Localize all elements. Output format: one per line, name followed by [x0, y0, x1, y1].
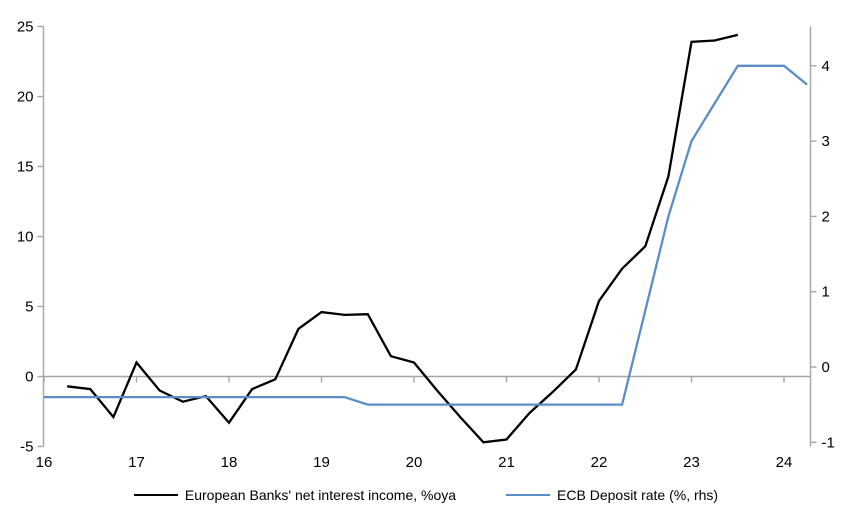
ecb-deposit-rate-legend-label: ECB Deposit rate (%, rhs) [557, 487, 719, 503]
right-y-axis-tick-label: 1 [822, 284, 830, 301]
legend-item-ecb-deposit-rate: ECB Deposit rate (%, rhs) [506, 487, 718, 503]
chart-legend: European Banks' net interest income, %oy… [0, 487, 852, 503]
left-y-axis-tick-label: 0 [25, 369, 33, 386]
x-axis-tick-label: 21 [498, 454, 515, 471]
right-y-axis-tick-label: 4 [822, 58, 830, 75]
right-y-axis-tick-label: 2 [822, 208, 830, 225]
series-line-ecb-deposit-rate [44, 64, 808, 406]
series-line-net-interest-income [66, 33, 739, 444]
net-interest-income-line-swatch [133, 494, 178, 496]
right-y-axis-tick-label: 3 [822, 133, 830, 150]
x-axis-tick-label: 16 [36, 454, 53, 471]
ecb-deposit-rate-line-swatch [506, 494, 551, 496]
legend-item-net-interest-income: European Banks' net interest income, %oy… [133, 487, 457, 503]
net-interest-income-legend-label: European Banks' net interest income, %oy… [184, 487, 457, 503]
x-axis-tick-label: 19 [313, 454, 330, 471]
x-axis-tick-label: 18 [221, 454, 238, 471]
x-axis-tick-label: 17 [128, 454, 145, 471]
left-y-axis-tick-label: 15 [17, 159, 34, 176]
x-axis-tick-label: 22 [591, 454, 608, 471]
left-y-axis-tick-label: 10 [17, 229, 34, 246]
left-y-axis-tick-label: 5 [25, 299, 33, 316]
right-y-axis-tick-label: 0 [822, 359, 830, 376]
x-axis-tick-label: 24 [776, 454, 793, 471]
x-axis-tick-label: 23 [683, 454, 700, 471]
left-y-axis-tick-label: 25 [17, 19, 34, 36]
left-y-axis-tick-label: -5 [20, 439, 33, 456]
x-axis-tick-label: 20 [406, 454, 423, 471]
left-y-axis-tick-label: 20 [17, 89, 34, 106]
right-y-axis-tick-label: -1 [822, 434, 835, 451]
